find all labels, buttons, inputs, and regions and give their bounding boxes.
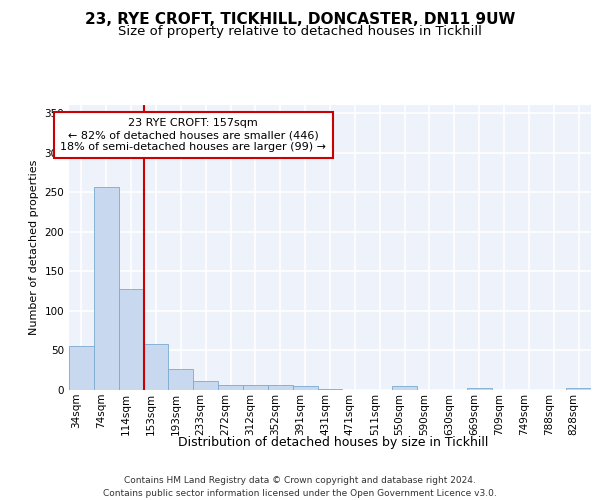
Bar <box>243 385 268 390</box>
Bar <box>566 388 591 390</box>
Text: Distribution of detached houses by size in Tickhill: Distribution of detached houses by size … <box>178 436 488 449</box>
Bar <box>143 344 169 390</box>
Bar <box>94 186 119 390</box>
Bar <box>392 386 417 390</box>
Text: Contains HM Land Registry data © Crown copyright and database right 2024.
Contai: Contains HM Land Registry data © Crown c… <box>103 476 497 498</box>
Bar <box>193 380 218 390</box>
Bar <box>69 346 94 390</box>
Bar <box>169 370 193 390</box>
Y-axis label: Number of detached properties: Number of detached properties <box>29 160 39 335</box>
Bar <box>317 389 343 390</box>
Text: Size of property relative to detached houses in Tickhill: Size of property relative to detached ho… <box>118 25 482 38</box>
Bar <box>119 290 143 390</box>
Text: 23, RYE CROFT, TICKHILL, DONCASTER, DN11 9UW: 23, RYE CROFT, TICKHILL, DONCASTER, DN11… <box>85 12 515 28</box>
Bar <box>293 386 317 390</box>
Bar <box>218 385 243 390</box>
Bar <box>467 388 491 390</box>
Bar <box>268 385 293 390</box>
Text: 23 RYE CROFT: 157sqm
← 82% of detached houses are smaller (446)
18% of semi-deta: 23 RYE CROFT: 157sqm ← 82% of detached h… <box>60 118 326 152</box>
